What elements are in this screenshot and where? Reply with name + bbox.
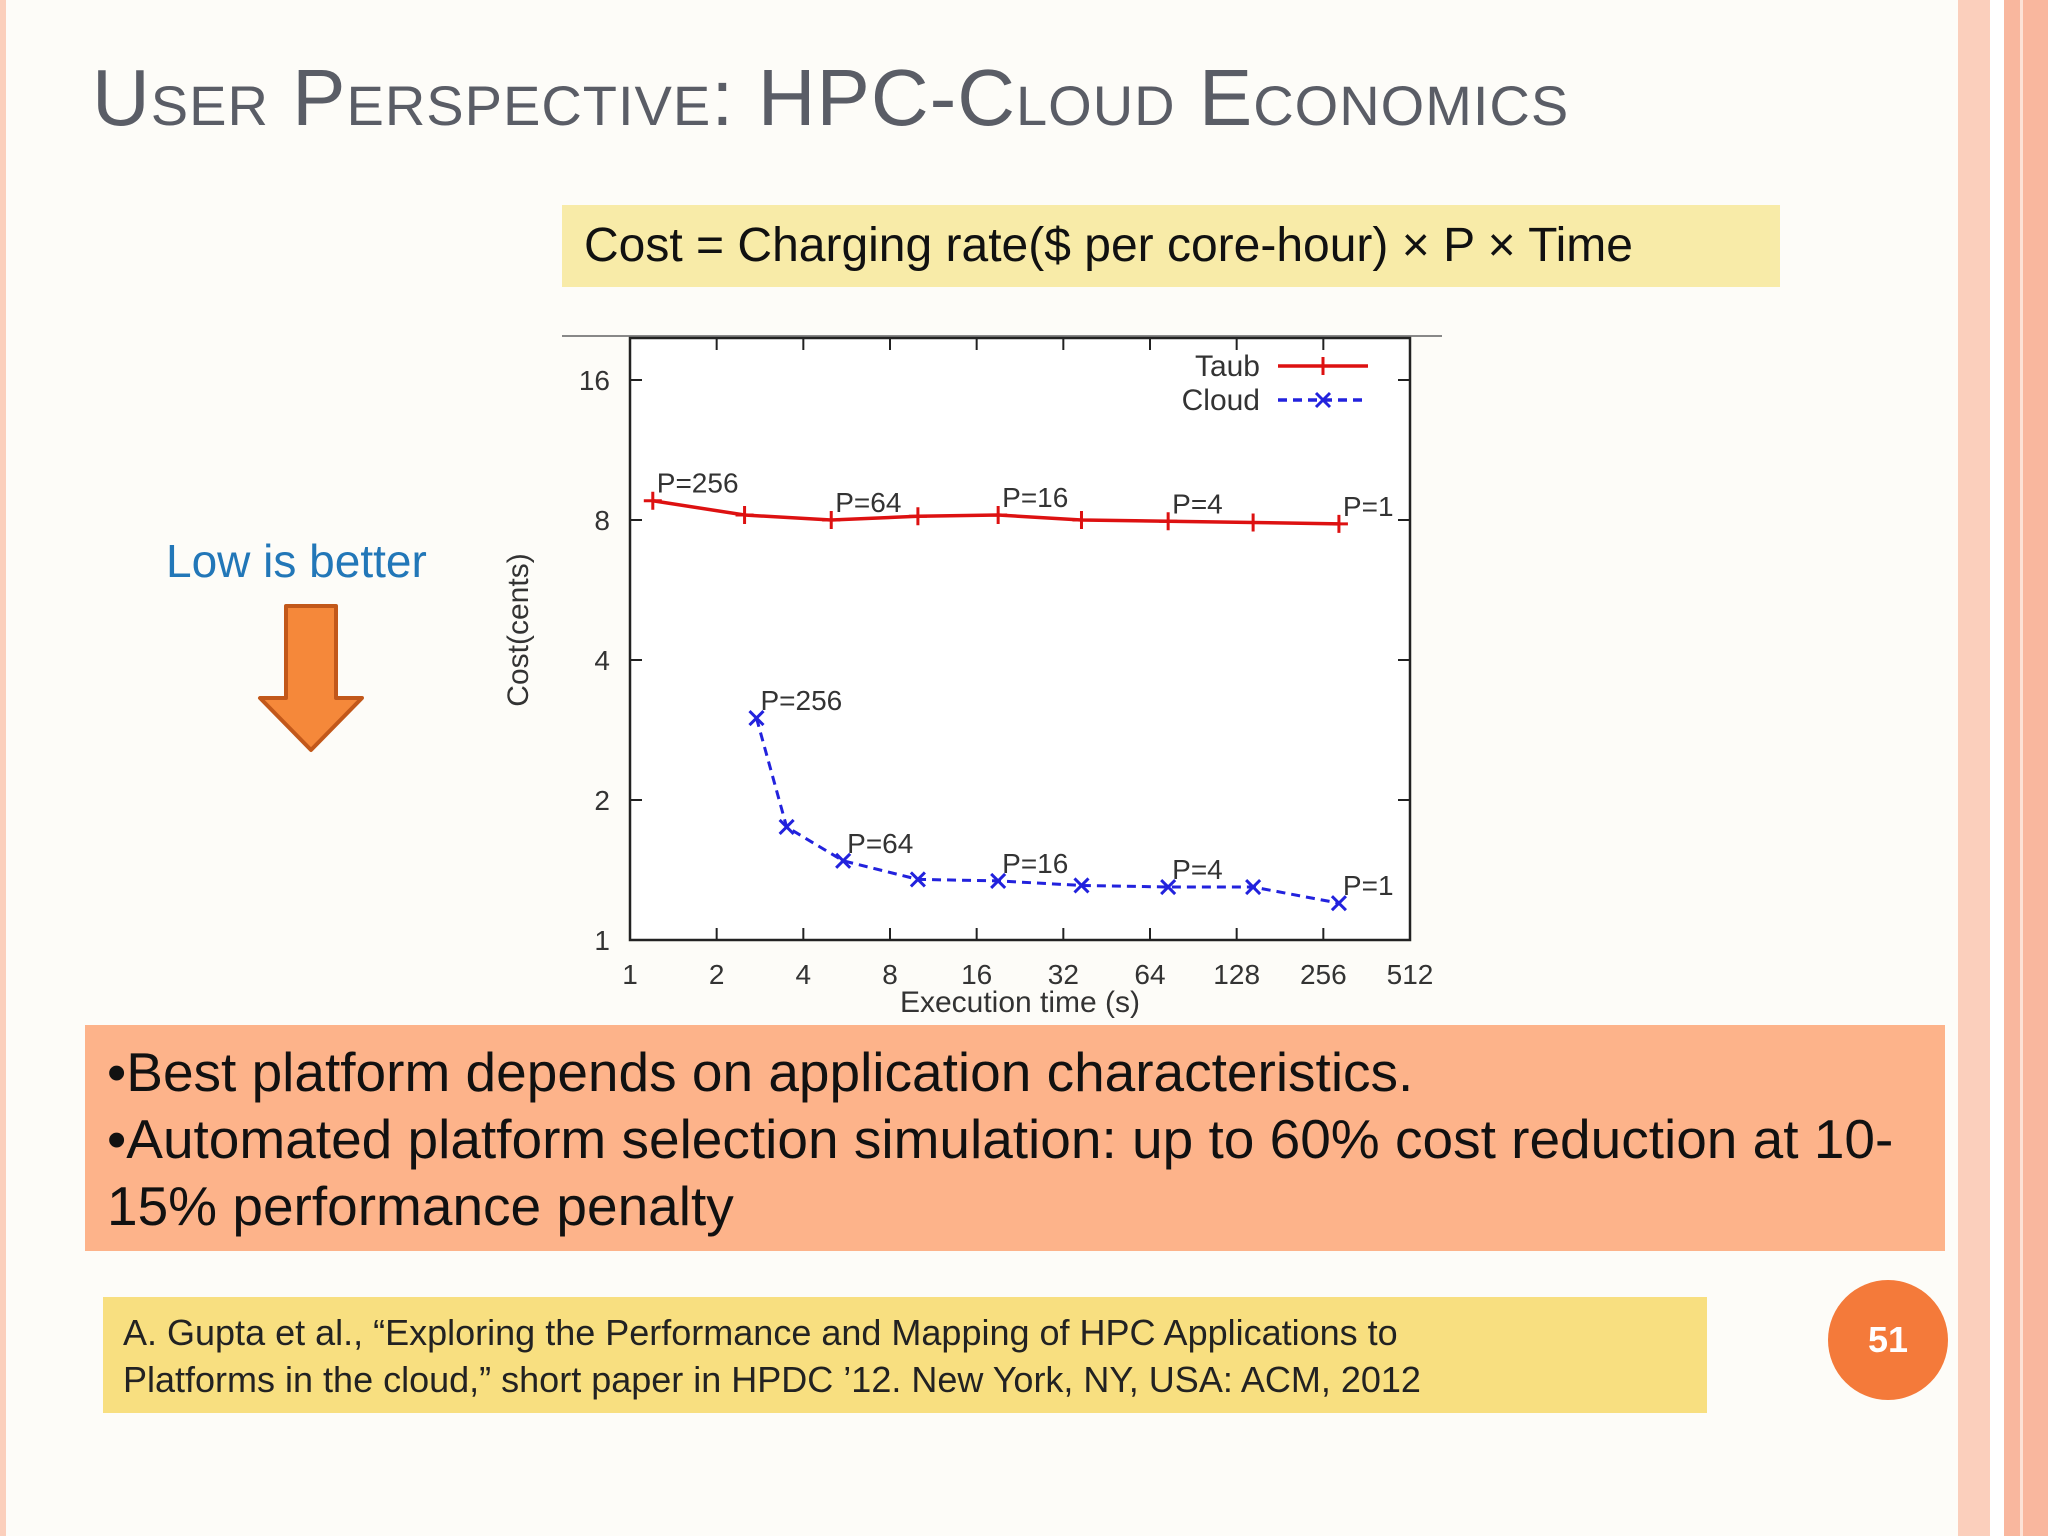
data-point: [735, 506, 754, 525]
formula-box: Cost = Charging rate($ per core-hour) × …: [562, 205, 1780, 287]
down-arrow-icon: [258, 604, 364, 752]
x-tick-label: 512: [1387, 959, 1434, 990]
point-label: P=4: [1172, 854, 1223, 885]
data-point: [1072, 511, 1091, 529]
data-point: [748, 710, 765, 727]
x-tick-label: 4: [796, 959, 812, 990]
x-tick-label: 32: [1048, 959, 1079, 990]
x-tick-label: 128: [1213, 959, 1260, 990]
cost-chart: 1 2 4 8 16 32 64 128 256 512 1 2 4 8 16 P=256 P=64 P=16 P…: [502, 335, 1442, 1019]
point-label: P=64: [835, 487, 901, 518]
x-axis-label: Execution time (s): [900, 986, 1140, 1019]
legend-label: Cloud: [1182, 384, 1260, 417]
y-tick-label: 8: [594, 505, 610, 536]
frame-stripe-line: [2020, 0, 2023, 1536]
data-point: [1073, 877, 1090, 894]
data-point: [989, 506, 1008, 525]
x-tick-label: 8: [882, 959, 898, 990]
data-point: [1160, 878, 1177, 896]
frame-stripe-mid: [1990, 0, 2004, 1536]
point-label: P=1: [1343, 491, 1394, 522]
y-tick-label: 1: [594, 925, 610, 956]
page-number-badge: 51: [1828, 1280, 1948, 1400]
data-point: [1314, 391, 1332, 409]
x-tick-label: 2: [709, 959, 725, 990]
data-point: [1244, 513, 1263, 532]
y-axis-label: Cost(cents): [502, 553, 535, 706]
point-label: P=64: [847, 828, 913, 859]
reference-line: A. Gupta et al., “Exploring the Performa…: [123, 1312, 1398, 1353]
data-point: [1159, 512, 1178, 531]
data-point: [1314, 357, 1332, 375]
y-tick-label: 2: [594, 785, 610, 816]
bullet-box: •Best platform depends on application ch…: [85, 1025, 1945, 1251]
point-label: P=16: [1002, 848, 1068, 879]
data-point: [643, 491, 662, 510]
frame-stripe-outer: [1958, 0, 1990, 1536]
frame-stripe-inner: [2004, 0, 2048, 1536]
data-point: [990, 872, 1007, 889]
point-label: P=256: [760, 685, 842, 716]
point-label: P=4: [1172, 488, 1223, 519]
reference-line: Platforms in the cloud,” short paper in …: [123, 1359, 1421, 1400]
legend-label: Taub: [1195, 350, 1260, 383]
x-tick-label: 256: [1300, 959, 1347, 990]
point-label: P=256: [657, 468, 739, 499]
data-point: [835, 852, 852, 869]
y-tick-label: 4: [594, 645, 610, 676]
bullet-item: •Best platform depends on application ch…: [107, 1041, 1414, 1103]
data-point: [822, 511, 841, 529]
data-point: [908, 507, 927, 526]
reference-box: A. Gupta et al., “Exploring the Performa…: [103, 1297, 1707, 1413]
data-point: [1330, 895, 1347, 912]
slide-title: User Perspective: HPC-Cloud Economics: [92, 53, 1570, 142]
x-tick-label: 64: [1134, 959, 1165, 990]
frame-stripe-left: [0, 0, 6, 1536]
y-tick-label: 16: [579, 365, 610, 396]
point-label: P=1: [1343, 870, 1394, 901]
data-point: [1245, 878, 1262, 896]
low-is-better-label: Low is better: [166, 535, 427, 587]
x-tick-label: 16: [961, 959, 992, 990]
data-point: [778, 818, 795, 836]
x-tick-label: 1: [622, 959, 638, 990]
data-point: [909, 871, 926, 888]
data-point: [1329, 514, 1348, 533]
bullet-item: •Automated platform selection simulation…: [107, 1108, 1894, 1237]
plot-frame: [628, 336, 1412, 942]
point-label: P=16: [1002, 482, 1068, 513]
